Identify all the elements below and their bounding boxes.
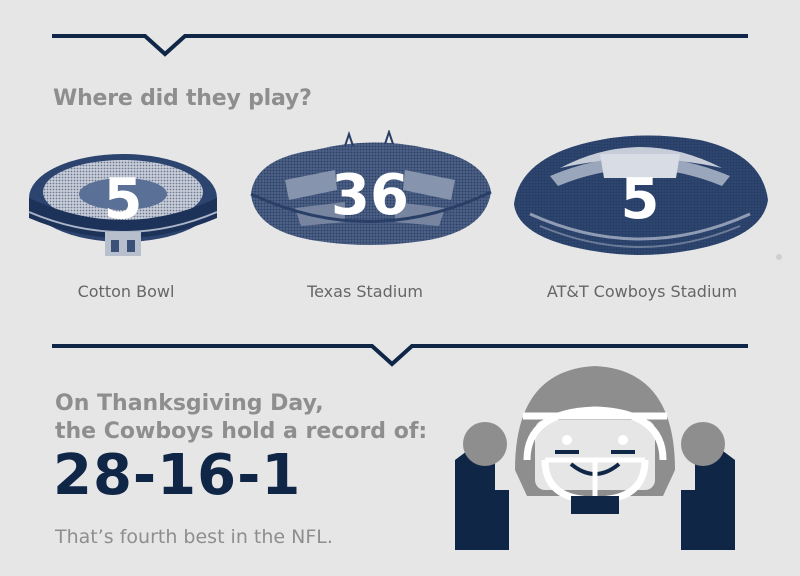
section-divider-middle <box>52 344 748 367</box>
section-divider-top <box>52 34 748 57</box>
cotton-bowl-image <box>28 154 218 256</box>
att-stadium-image <box>514 135 768 255</box>
stadium-games-count: 5 <box>103 167 143 232</box>
record-intro: On Thanksgiving Day, the Cowboys hold a … <box>55 390 427 446</box>
stadium-label: Cotton Bowl <box>77 282 175 301</box>
stadium-games-count: 36 <box>331 163 409 228</box>
stadium-texas-stadium: 36 <box>245 130 495 250</box>
stadium-games-count: 5 <box>620 167 660 232</box>
stadium-label: Texas Stadium <box>307 282 423 301</box>
stadium-att-cowboys-stadium: 5 <box>510 128 770 260</box>
football-player-icon <box>455 366 735 550</box>
texas-stadium-image <box>250 130 492 245</box>
record-intro-line2: the Cowboys hold a record of: <box>55 419 428 444</box>
record-footnote: That’s fourth best in the NFL. <box>55 526 333 548</box>
stadium-cotton-bowl: 5 <box>25 140 221 270</box>
thanksgiving-record: 28-16-1 <box>53 443 302 508</box>
stadium-label: AT&T Cowboys Stadium <box>546 282 738 301</box>
decorative-dot <box>776 254 782 260</box>
record-intro-line1: On Thanksgiving Day, <box>55 391 324 416</box>
section-title: Where did they play? <box>53 86 312 111</box>
